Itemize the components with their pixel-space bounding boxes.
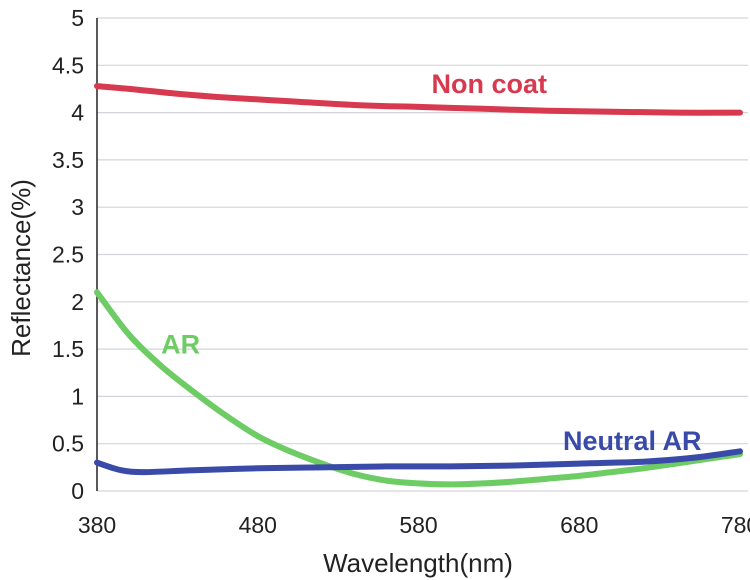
y-tick-label: 4 (71, 100, 84, 126)
x-tick-label: 580 (399, 512, 437, 538)
series-lines (94, 83, 743, 488)
y-tick-label: 1.5 (52, 336, 84, 362)
x-axis-title: Wavelength(nm) (323, 548, 513, 578)
x-tick-label: 780 (721, 512, 750, 538)
y-tick-label: 4.5 (52, 52, 84, 78)
series-labels: Non coat AR Neutral AR (161, 69, 701, 456)
series-label-ar: AR (161, 329, 200, 359)
y-tick-label: 2 (71, 289, 84, 315)
series-line-non-coat (94, 83, 743, 116)
x-tick-labels: 380 480 580 680 780 (78, 512, 750, 538)
y-tick-label: 0.5 (52, 431, 84, 457)
y-tick-label: 1 (71, 383, 84, 409)
x-tick-label: 380 (78, 512, 116, 538)
y-tick-label: 3 (71, 194, 84, 220)
y-tick-labels: 0 0.5 1 1.5 2 2.5 3 3.5 4 4.5 5 (52, 5, 84, 504)
x-tick-label: 680 (560, 512, 598, 538)
series-label-neutral-ar: Neutral AR (563, 426, 702, 456)
gridlines (97, 17, 748, 492)
y-axis-title: Reflectance(%) (6, 179, 36, 357)
series-label-non-coat: Non coat (431, 69, 547, 99)
series-line-ar (94, 289, 743, 488)
y-tick-label: 5 (71, 5, 84, 31)
x-tick-label: 480 (239, 512, 277, 538)
y-tick-label: 0 (71, 478, 84, 504)
series-line-neutral-ar (94, 448, 743, 476)
y-tick-label: 3.5 (52, 147, 84, 173)
y-tick-label: 2.5 (52, 242, 84, 268)
